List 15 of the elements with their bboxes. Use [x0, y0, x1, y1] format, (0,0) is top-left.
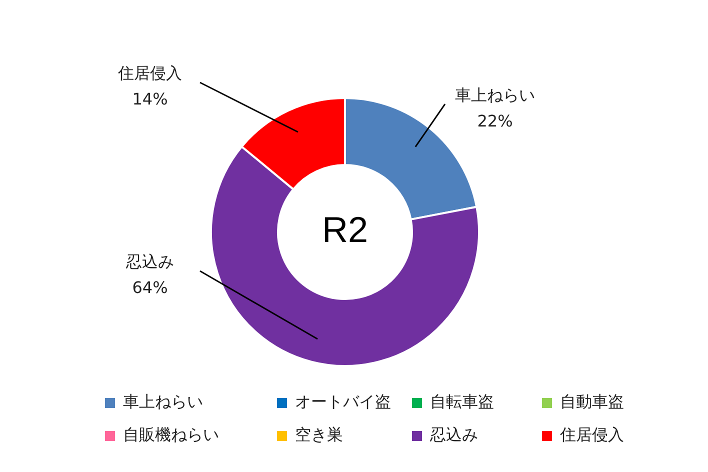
- legend-label: 忍込み: [429, 425, 479, 446]
- text: R2: [322, 208, 368, 250]
- legend-label: 車上ねらい: [122, 392, 204, 413]
- slice-label: 車上ねらい: [455, 85, 535, 104]
- slice-label: 忍込み: [125, 252, 174, 272]
- data-label: 22%: [477, 111, 513, 130]
- legend-label: 自販機ねらい: [122, 425, 220, 446]
- legend-label: 空き巣: [294, 425, 344, 446]
- legend-label: 住居侵入: [559, 425, 625, 446]
- legend-label: 自動車盗: [559, 392, 625, 413]
- slice-label: 住居侵入: [117, 64, 182, 83]
- legend-label: オートバイ盗: [294, 392, 392, 413]
- data-label: 64%: [132, 278, 168, 298]
- legend-label: 自転車盗: [429, 392, 495, 413]
- data-label: 14%: [132, 90, 168, 109]
